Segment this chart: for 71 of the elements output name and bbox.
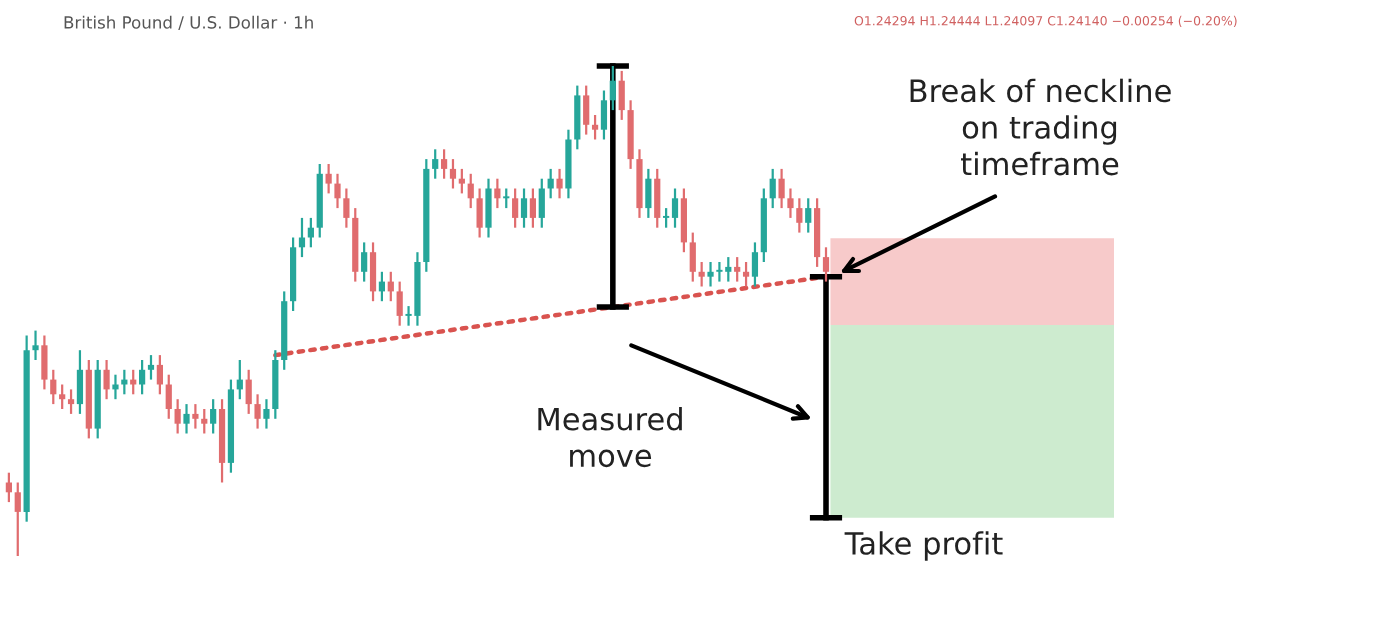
- candlestick: [520, 187, 528, 229]
- candlestick: [432, 148, 439, 180]
- candlestick: [538, 177, 545, 229]
- text: Break of neckline on trading timeframe: [910, 78, 1171, 176]
- candlestick: [192, 402, 199, 430]
- candlestick: [591, 113, 599, 141]
- candlestick: [778, 167, 785, 210]
- candlestick: [822, 246, 830, 283]
- candlestick: [609, 64, 616, 112]
- candlestick: [361, 241, 368, 283]
- candlestick: [645, 167, 652, 220]
- candlestick: [458, 167, 465, 195]
- candlestick: [147, 353, 155, 381]
- candlestick: [32, 329, 39, 362]
- candlestick: [440, 148, 448, 180]
- candlestick: [103, 358, 110, 401]
- candlestick: [5, 471, 12, 504]
- candlestick: [654, 167, 661, 229]
- candlestick: [583, 84, 590, 136]
- candlestick: [263, 398, 270, 430]
- candlestick: [707, 260, 714, 288]
- candlestick: [156, 353, 163, 396]
- candlestick: [485, 177, 492, 239]
- candlestick: [529, 187, 537, 229]
- candlestick: [59, 383, 66, 411]
- candlestick: [183, 402, 190, 435]
- candlestick: [210, 398, 217, 435]
- candlestick: [796, 197, 803, 234]
- candlestick: [254, 393, 261, 430]
- candlestick: [298, 216, 306, 259]
- candlestick: [751, 241, 759, 288]
- chart-title: British Pound / U.S. Dollar · 1h: [64, 15, 313, 31]
- candlestick: [449, 157, 457, 190]
- candlestick: [245, 368, 252, 416]
- candlestick: [41, 334, 48, 391]
- candlestick: [698, 260, 705, 288]
- candlestick: [547, 167, 554, 200]
- candlestick: [805, 197, 812, 234]
- candlestick: [467, 172, 474, 210]
- candlestick: [618, 69, 625, 122]
- text: Take profit: [844, 531, 1003, 561]
- candlestick: [76, 349, 84, 416]
- candlestick: [742, 260, 750, 288]
- annotation: Measured move: [538, 406, 682, 468]
- candlestick: [503, 187, 510, 210]
- candlestick: [343, 187, 350, 229]
- candlestick: [716, 260, 723, 283]
- candlestick: [600, 89, 608, 141]
- candlestick: [67, 388, 75, 416]
- candlestick: [769, 167, 776, 210]
- candlestick: [139, 358, 146, 396]
- candlestick: [174, 398, 181, 435]
- candlestick: [334, 172, 341, 210]
- candlestick: [574, 84, 581, 151]
- candlestick: [14, 481, 21, 558]
- candlestick: [50, 368, 57, 406]
- candlestick: [734, 255, 741, 283]
- candlestick: [663, 206, 670, 229]
- candlestick: [512, 187, 519, 229]
- candlestick: [680, 187, 687, 254]
- candlestick: [689, 231, 696, 283]
- candlestick: [165, 373, 172, 420]
- candlestick: [396, 280, 403, 327]
- candlestick: [369, 241, 377, 303]
- candlestick: [556, 167, 563, 200]
- candlestick: [201, 407, 208, 435]
- candlestick: [476, 187, 483, 239]
- candlestick: [112, 373, 119, 401]
- candlestick: [671, 187, 679, 229]
- candlestick: [325, 162, 332, 195]
- candlestick: [787, 187, 794, 220]
